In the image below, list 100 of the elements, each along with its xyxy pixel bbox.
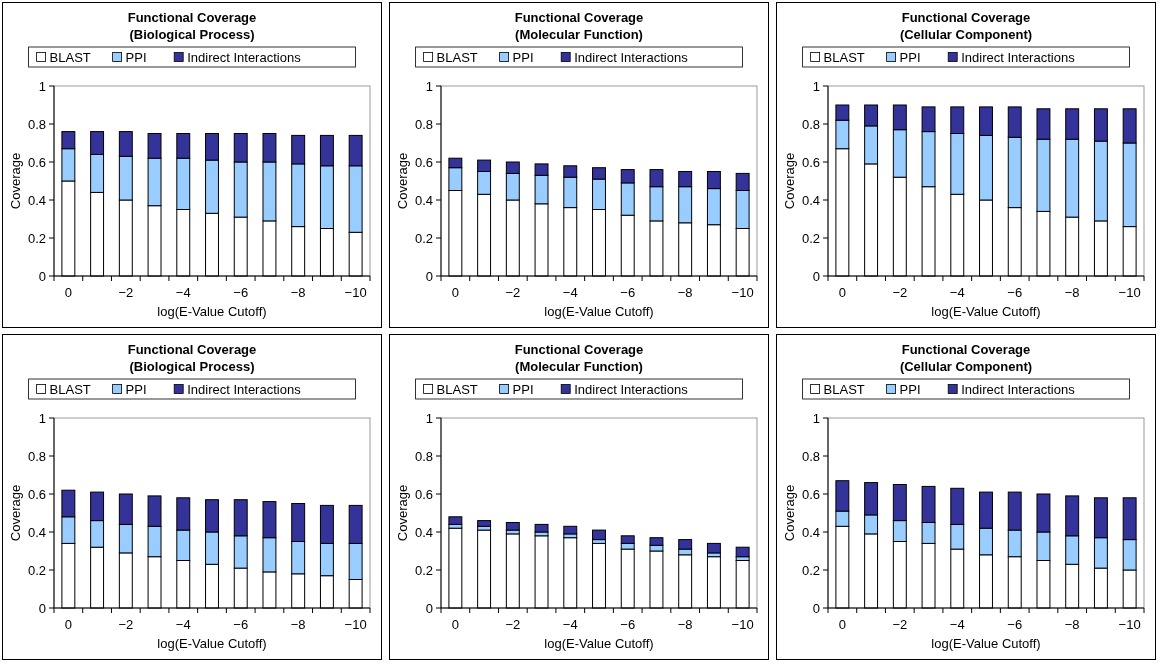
y-tick-label: 1 xyxy=(425,78,433,94)
x-tick-label: −6 xyxy=(233,285,249,300)
chart-subtitle: (Cellular Component) xyxy=(899,27,1033,42)
x-tick-label: −6 xyxy=(233,617,249,632)
y-tick-label: 0 xyxy=(812,600,820,616)
y-tick-label: 0 xyxy=(38,268,46,284)
legend-label: Indirect Interactions xyxy=(187,381,302,397)
y-tick-label: 0.6 xyxy=(27,486,46,502)
y-axis-title: Coverage xyxy=(395,484,410,542)
y-tick-label: 0 xyxy=(425,268,433,284)
y-tick-label: 0.4 xyxy=(27,524,46,540)
y-tick-label: 0.8 xyxy=(414,116,433,132)
chart-title: Functional Coverage xyxy=(127,10,257,25)
y-tick-label: 0.8 xyxy=(801,116,820,132)
chart-title: Functional Coverage xyxy=(901,342,1031,357)
bar xyxy=(563,525,578,535)
x-tick-label: −10 xyxy=(731,617,754,632)
x-axis-title: log(E-Value Cutoff) xyxy=(157,636,267,651)
y-axis-title: Coverage xyxy=(395,152,410,210)
x-tick-label: −6 xyxy=(620,285,636,300)
y-tick-label: 0 xyxy=(38,600,46,616)
y-tick-label: 0.8 xyxy=(27,116,46,132)
y-tick-label: 0.6 xyxy=(414,486,433,502)
x-tick-label: −6 xyxy=(620,617,636,632)
legend-label: BLAST xyxy=(436,49,478,65)
x-tick-label: 0 xyxy=(64,617,72,632)
x-axis-title: log(E-Value Cutoff) xyxy=(931,636,1041,651)
y-tick-label: 1 xyxy=(38,78,46,94)
y-tick-label: 0 xyxy=(425,600,433,616)
bar xyxy=(505,522,520,531)
x-tick-label: −10 xyxy=(344,285,367,300)
y-tick-label: 0.8 xyxy=(27,448,46,464)
legend-label: Indirect Interactions xyxy=(961,49,1076,65)
y-tick-label: 0.2 xyxy=(27,562,46,578)
chart-title: Functional Coverage xyxy=(514,10,644,25)
y-tick-label: 0.4 xyxy=(27,192,46,208)
y-tick-label: 0.4 xyxy=(801,524,820,540)
x-tick-label: −4 xyxy=(562,285,578,300)
y-axis-title: Coverage xyxy=(782,152,797,210)
x-tick-label: −6 xyxy=(1007,285,1023,300)
x-tick-label: −10 xyxy=(1118,285,1141,300)
legend-label: Indirect Interactions xyxy=(187,49,302,65)
y-tick-label: 0 xyxy=(812,268,820,284)
x-tick-label: −8 xyxy=(677,617,693,632)
x-tick-label: −10 xyxy=(1118,617,1141,632)
y-tick-label: 0.2 xyxy=(414,562,433,578)
x-tick-label: −2 xyxy=(892,285,908,300)
legend-label: PPI xyxy=(512,49,534,65)
bar xyxy=(477,520,492,527)
legend-label: PPI xyxy=(512,381,534,397)
x-tick-label: −2 xyxy=(505,285,521,300)
bar xyxy=(534,523,549,533)
y-tick-label: 0.2 xyxy=(801,230,820,246)
x-tick-label: −4 xyxy=(949,617,965,632)
legend-label: Indirect Interactions xyxy=(961,381,1076,397)
chart-subtitle: (Cellular Component) xyxy=(899,359,1033,374)
x-axis-title: log(E-Value Cutoff) xyxy=(157,304,267,319)
legend-label: PPI xyxy=(125,49,147,65)
x-tick-label: −2 xyxy=(118,617,134,632)
bar xyxy=(706,542,721,554)
y-tick-label: 0.8 xyxy=(414,448,433,464)
y-tick-label: 1 xyxy=(38,410,46,426)
legend-label: Indirect Interactions xyxy=(574,49,689,65)
legend-label: PPI xyxy=(899,49,921,65)
chart-subtitle: (Biological Process) xyxy=(129,359,255,374)
x-tick-label: −6 xyxy=(1007,617,1023,632)
y-tick-label: 0.2 xyxy=(801,562,820,578)
x-tick-label: 0 xyxy=(451,285,459,300)
x-tick-label: −8 xyxy=(677,285,693,300)
y-tick-label: 0.4 xyxy=(801,192,820,208)
y-tick-label: 0.8 xyxy=(801,448,820,464)
bar xyxy=(592,529,606,541)
x-tick-label: −10 xyxy=(344,617,367,632)
x-tick-label: 0 xyxy=(64,285,72,300)
chart-title: Functional Coverage xyxy=(127,342,257,357)
y-tick-label: 1 xyxy=(812,78,820,94)
legend-label: BLAST xyxy=(823,49,865,65)
y-axis-title: Coverage xyxy=(8,484,23,542)
y-tick-label: 0.2 xyxy=(27,230,46,246)
y-tick-label: 0.4 xyxy=(414,524,433,540)
x-tick-label: −8 xyxy=(290,285,306,300)
legend-label: BLAST xyxy=(49,381,91,397)
legend-label: BLAST xyxy=(49,49,91,65)
chart-subtitle: (Molecular Function) xyxy=(515,359,643,374)
y-tick-label: 0.6 xyxy=(801,154,820,170)
x-tick-label: −4 xyxy=(175,285,191,300)
x-tick-label: 0 xyxy=(838,617,846,632)
bar xyxy=(448,516,463,525)
x-tick-label: −2 xyxy=(505,617,521,632)
legend-label: Indirect Interactions xyxy=(574,381,689,397)
x-axis-title: log(E-Value Cutoff) xyxy=(931,304,1041,319)
legend-label: BLAST xyxy=(436,381,478,397)
legend-label: BLAST xyxy=(823,381,865,397)
chart-subtitle: (Molecular Function) xyxy=(515,27,643,42)
x-tick-label: −8 xyxy=(1064,617,1080,632)
y-axis-title: Coverage xyxy=(782,484,797,542)
chart-title: Functional Coverage xyxy=(901,10,1031,25)
y-tick-label: 1 xyxy=(425,410,433,426)
legend-label: PPI xyxy=(899,381,921,397)
y-tick-label: 1 xyxy=(812,410,820,426)
